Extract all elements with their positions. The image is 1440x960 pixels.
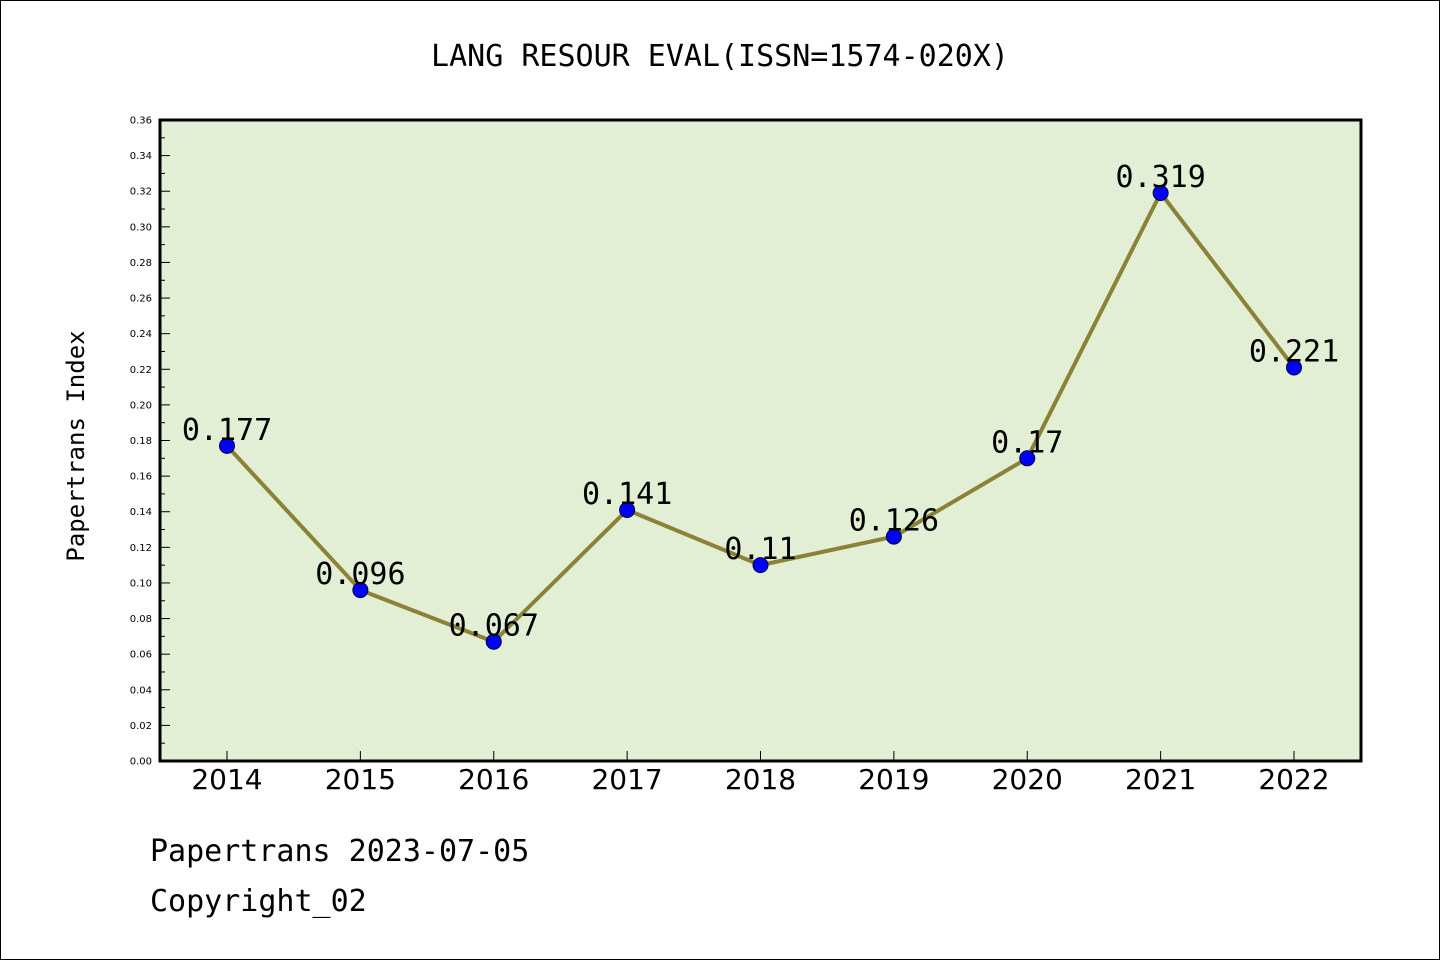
y-tick-label: 0.24 xyxy=(130,329,152,340)
y-tick-label: 0.32 xyxy=(130,187,152,198)
data-point-marker xyxy=(1019,450,1036,467)
y-tick-label: 0.20 xyxy=(130,400,152,411)
data-point-label: 0.221 xyxy=(1249,334,1339,369)
y-tick-label: 0.04 xyxy=(130,685,152,696)
y-tick-label: 0.16 xyxy=(130,472,152,483)
footer-date: Papertrans 2023-07-05 xyxy=(150,834,530,869)
data-point-marker xyxy=(752,557,769,574)
data-point-marker xyxy=(352,582,369,599)
x-tick-label: 2018 xyxy=(725,763,796,796)
x-tick-label: 2016 xyxy=(458,763,529,796)
y-tick-label: 0.00 xyxy=(130,757,152,768)
data-point-marker xyxy=(485,633,502,650)
y-tick-label: 0.14 xyxy=(130,507,152,518)
data-point-marker xyxy=(219,437,235,454)
y-tick-label: 0.08 xyxy=(130,614,152,625)
data-point-label: 0.141 xyxy=(582,477,672,512)
y-tick-label: 0.06 xyxy=(130,650,152,661)
data-point-marker xyxy=(885,528,902,545)
plot-area xyxy=(160,120,1361,761)
y-tick-label: 0.36 xyxy=(130,116,152,127)
x-tick-label: 2017 xyxy=(591,763,662,796)
y-tick-label: 0.12 xyxy=(130,543,152,554)
x-tick-label: 2022 xyxy=(1258,763,1329,796)
data-point-label: 0.177 xyxy=(182,413,272,448)
y-tick-label: 0.30 xyxy=(130,222,152,233)
y-tick-label: 0.26 xyxy=(130,294,152,305)
y-tick-label: 0.22 xyxy=(130,365,152,376)
y-axis-label: Papertrans Index xyxy=(62,330,90,561)
x-tick-label: 2015 xyxy=(325,763,396,796)
point-label-group: 0.177 0.096 0.067 0.141 0.11 0.126 0.17 0.319 0.… xyxy=(182,160,1339,644)
footer-copyright: Copyright_02 xyxy=(150,884,367,919)
x-tick-label: 2021 xyxy=(1125,763,1196,796)
x-tick-label: 2014 xyxy=(191,763,262,796)
y-axis-ticks: 0.00 0.02 0.04 0.06 0.08 0.10 0.12 0.14 0.16 0.18… xyxy=(130,116,170,768)
x-tick-label: 2020 xyxy=(992,763,1063,796)
data-point-label: 0.11 xyxy=(724,532,796,567)
data-point-label: 0.319 xyxy=(1115,160,1205,195)
y-tick-label: 0.02 xyxy=(130,721,152,732)
x-axis-ticks: 2014 2015 2016 2017 2018 2019 2020 2021 2022 xyxy=(191,751,1330,796)
data-point-marker xyxy=(619,501,636,518)
chart-title: LANG RESOUR EVAL(ISSN=1574-020X) xyxy=(431,39,1009,74)
marker-group xyxy=(219,185,1302,650)
y-tick-label: 0.28 xyxy=(130,258,152,269)
x-tick-label: 2019 xyxy=(858,763,929,796)
data-point-label: 0.096 xyxy=(315,557,405,592)
y-tick-label: 0.10 xyxy=(130,578,152,589)
plot-border xyxy=(158,118,1363,763)
y-tick-label: 0.34 xyxy=(130,151,152,162)
y-tick-label: 0.18 xyxy=(130,436,152,447)
data-point-marker xyxy=(1286,359,1302,376)
data-point-label: 0.067 xyxy=(449,609,539,644)
data-point-label: 0.17 xyxy=(991,425,1063,460)
data-point-label: 0.126 xyxy=(849,504,939,539)
data-point-marker xyxy=(1152,185,1169,202)
